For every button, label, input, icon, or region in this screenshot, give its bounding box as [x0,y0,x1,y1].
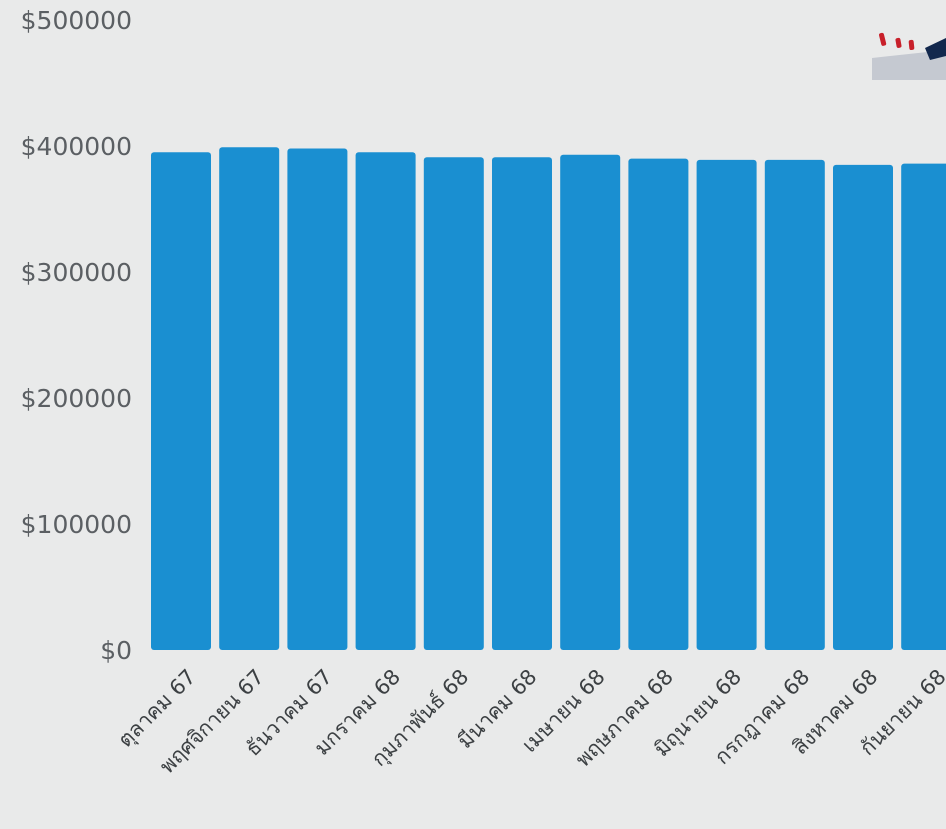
y-axis: $0 $100000 $200000 $300000 $400000 $500000 [21,6,132,665]
bar-series [151,147,946,651]
bar [492,157,552,651]
bar [287,148,348,650]
y-tick-label: $200000 [21,384,132,413]
y-tick-label: $100000 [21,510,132,539]
bar [833,164,893,650]
logo-fragment-icon [872,32,946,80]
bar [560,154,621,651]
bar [151,152,211,651]
bar [696,159,757,650]
y-tick-label: $300000 [21,258,132,287]
bar [219,147,280,651]
bar [901,163,946,650]
bar [355,152,416,651]
bar [764,159,825,650]
y-tick-label: $0 [100,636,132,665]
y-tick-label: $400000 [21,132,132,161]
bar [628,158,689,650]
bar [423,157,484,651]
y-tick-label: $500000 [21,6,132,35]
